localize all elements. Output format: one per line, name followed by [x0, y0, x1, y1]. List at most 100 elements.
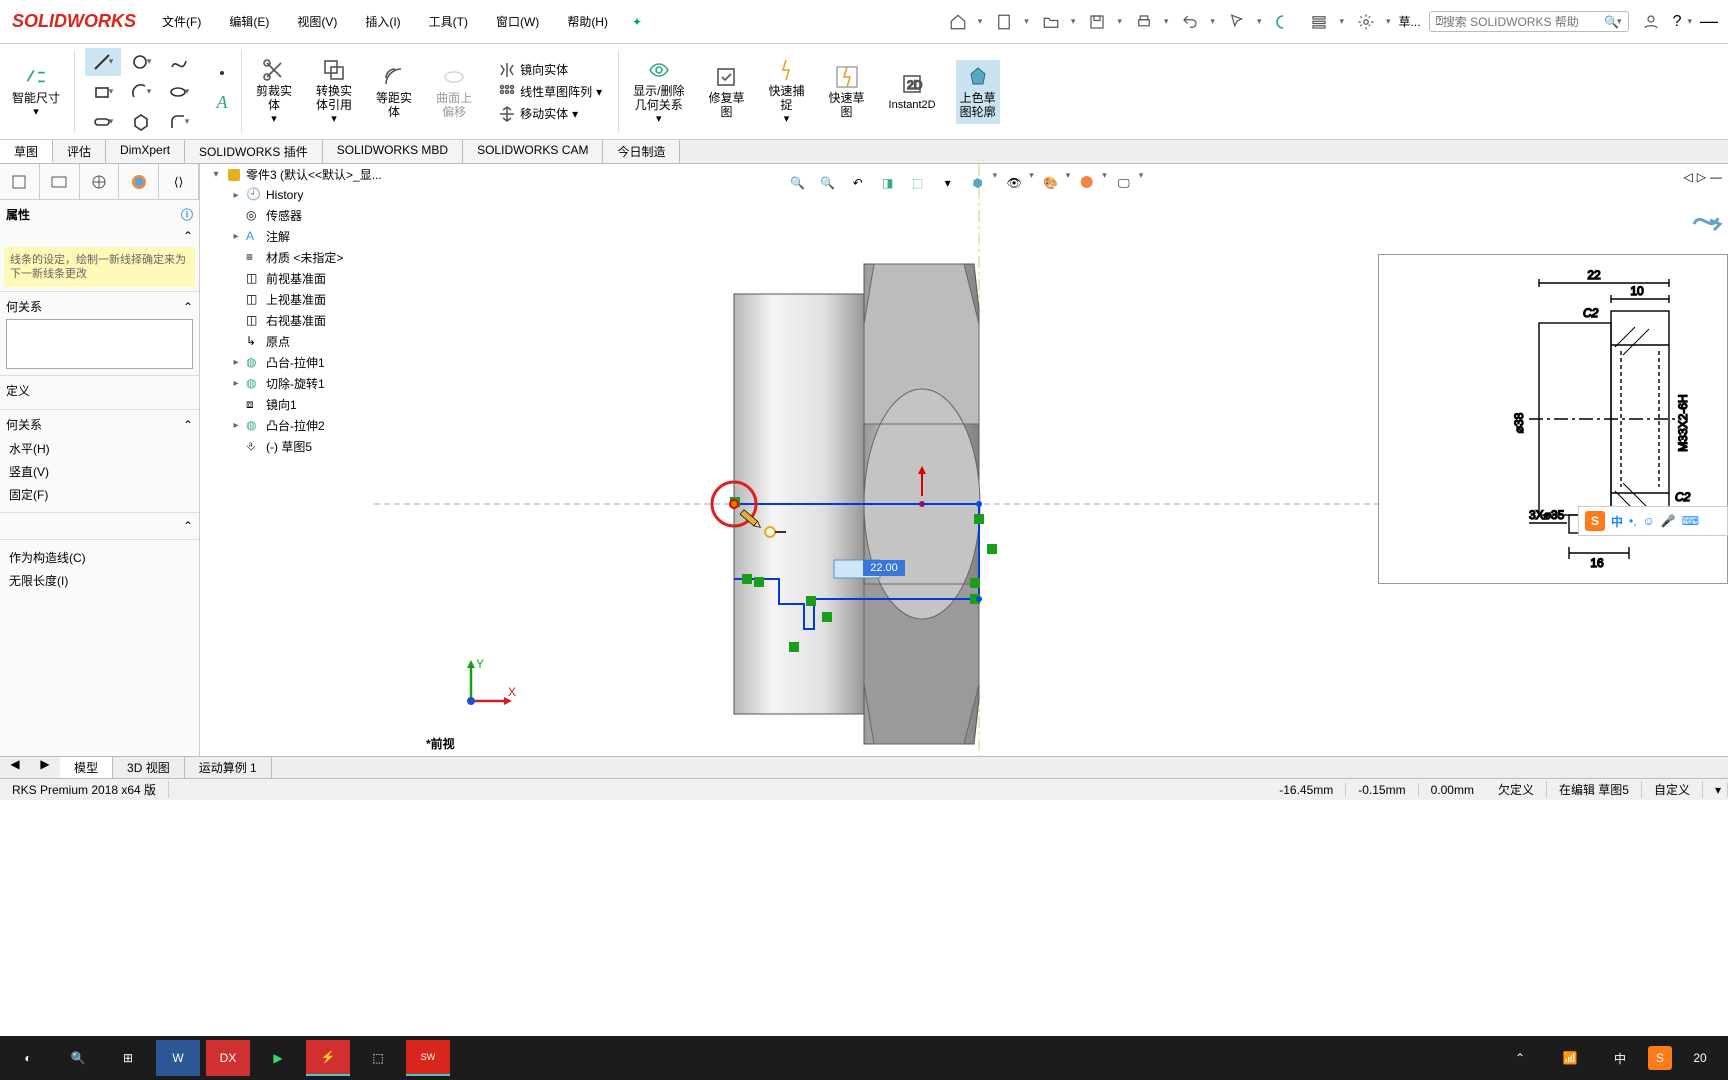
tray-sogou[interactable]: S: [1648, 1046, 1672, 1070]
ime-emoji-icon[interactable]: ☺: [1643, 514, 1655, 528]
status-custom[interactable]: 自定义: [1642, 781, 1703, 798]
task-solidworks[interactable]: SW: [406, 1040, 450, 1076]
user-icon[interactable]: [1637, 8, 1665, 36]
menu-insert[interactable]: 插入(I): [351, 0, 414, 43]
smart-dim-button[interactable]: 智能尺寸▾: [8, 60, 64, 123]
quick-sketch-button[interactable]: 快速草图: [825, 60, 869, 124]
menu-window[interactable]: 窗口(W): [482, 0, 553, 43]
zoom-area-icon[interactable]: 🔍: [815, 170, 841, 196]
ellipse-tool[interactable]: ▾: [161, 78, 197, 106]
view-orient-icon[interactable]: ⬚: [905, 170, 931, 196]
apply-scene-icon[interactable]: [1074, 170, 1100, 196]
show-relations-button[interactable]: 显示/删除几何关系▾: [629, 53, 688, 130]
help-search[interactable]: ⍰ 🔍▾: [1429, 11, 1629, 32]
task-app1[interactable]: ⚡: [306, 1040, 350, 1076]
move-button[interactable]: 移动实体 ▾: [492, 103, 584, 125]
menu-view[interactable]: 视图(V): [283, 0, 351, 43]
spline-tool[interactable]: [161, 48, 197, 76]
select-icon[interactable]: [1223, 8, 1251, 36]
offset-button[interactable]: 等距实体: [372, 60, 416, 124]
options-icon[interactable]: [1305, 8, 1333, 36]
slot-tool[interactable]: ▾: [85, 108, 121, 136]
ime-lang[interactable]: 中: [1611, 513, 1623, 530]
tray-time[interactable]: 20: [1678, 1040, 1722, 1076]
view-settings-icon[interactable]: 🖵: [1111, 170, 1137, 196]
opt-construction[interactable]: 作为构造线(C): [6, 546, 193, 569]
rail-tab-feature[interactable]: [0, 164, 40, 199]
hide-show-icon[interactable]: 👁: [1001, 170, 1027, 196]
rail-tab-config[interactable]: [80, 164, 120, 199]
edit-appearance-icon[interactable]: 🎨: [1038, 170, 1064, 196]
quick-snap-button[interactable]: 快速捕捉▾: [764, 53, 808, 130]
mirror-button[interactable]: 镜向实体: [492, 59, 574, 81]
tab-evaluate[interactable]: 评估: [53, 140, 106, 163]
circle-tool[interactable]: ▾: [123, 48, 159, 76]
btab-next[interactable]: ▶: [30, 757, 60, 778]
polygon-tool[interactable]: [123, 108, 159, 136]
help-q[interactable]: ?: [1673, 13, 1682, 31]
tree-front-plane[interactable]: ◫前视基准面: [226, 268, 436, 289]
ime-mic-icon[interactable]: 🎤: [1661, 514, 1676, 528]
view-triad[interactable]: Y X: [456, 656, 516, 716]
tree-material[interactable]: ≡材质 <未指定>: [226, 247, 436, 268]
tree-sensors[interactable]: ◎传感器: [226, 205, 436, 226]
rebuild-icon[interactable]: [1269, 8, 1297, 36]
home-icon[interactable]: [944, 8, 972, 36]
instant2d-button[interactable]: 2D Instant2D: [885, 67, 940, 116]
task-word[interactable]: W: [156, 1040, 200, 1076]
tree-annotations[interactable]: ▸A注解: [226, 226, 436, 247]
tree-extrude2[interactable]: ▸◍凸台-拉伸2: [226, 415, 436, 436]
open-icon[interactable]: [1037, 8, 1065, 36]
save-icon[interactable]: [1083, 8, 1111, 36]
exit-sketch-icon[interactable]: [1688, 204, 1724, 243]
tab-addins[interactable]: SOLIDWORKS 插件: [185, 140, 323, 163]
btab-prev[interactable]: ◀: [0, 757, 30, 778]
menu-help[interactable]: 帮助(H): [553, 0, 622, 43]
relations-list[interactable]: [6, 319, 193, 369]
point-tool[interactable]: [213, 64, 231, 92]
ime-bar[interactable]: S 中 •, ☺ 🎤 ⌨: [1578, 506, 1728, 536]
print-icon[interactable]: [1130, 8, 1158, 36]
prev-view-icon[interactable]: ↶: [845, 170, 871, 196]
tree-top-plane[interactable]: ◫上视基准面: [226, 289, 436, 310]
tab-cam[interactable]: SOLIDWORKS CAM: [463, 140, 603, 163]
tree-history[interactable]: ▸🕘History: [226, 185, 436, 205]
tab-dimxpert[interactable]: DimXpert: [106, 140, 185, 163]
dimension-input[interactable]: 22.00: [863, 560, 905, 576]
tree-right-plane[interactable]: ◫右视基准面: [226, 310, 436, 331]
tree-extrude1[interactable]: ▸◍凸台-拉伸1: [226, 352, 436, 373]
convert-button[interactable]: 转换实体引用▾: [312, 53, 356, 130]
menu-file[interactable]: 文件(F): [148, 0, 215, 43]
task-dx[interactable]: DX: [206, 1040, 250, 1076]
btab-model[interactable]: 模型: [60, 757, 113, 778]
section-view-icon[interactable]: ◨: [875, 170, 901, 196]
ai-spark-icon[interactable]: ✦: [632, 15, 642, 29]
menu-edit[interactable]: 编辑(E): [215, 0, 283, 43]
fillet-tool[interactable]: ▾: [161, 108, 197, 136]
opt-fixed[interactable]: 固定(F): [6, 483, 193, 506]
trim-button[interactable]: 剪裁实体▾: [252, 53, 296, 130]
settings-icon[interactable]: [1352, 8, 1380, 36]
display-style-icon[interactable]: ▾: [935, 170, 961, 196]
ime-punct[interactable]: •,: [1629, 514, 1637, 528]
line-tool[interactable]: ▾: [85, 48, 121, 76]
opt-vertical[interactable]: 竖直(V): [6, 460, 193, 483]
tab-mfg[interactable]: 今日制造: [603, 140, 680, 163]
minimize-icon[interactable]: —: [1700, 11, 1718, 32]
tab-sketch[interactable]: 草图: [0, 140, 53, 163]
panel-min-icon[interactable]: —: [1710, 170, 1722, 184]
rail-tab-appearance[interactable]: [119, 164, 159, 199]
surface-offset-button[interactable]: 曲面上偏移: [432, 60, 476, 124]
help-search-input[interactable]: [1443, 15, 1604, 29]
tree-root[interactable]: ▾零件3 (默认<<默认>_显...: [206, 164, 436, 185]
panel-next-icon[interactable]: ▷: [1697, 170, 1706, 184]
tray-ime[interactable]: 中: [1598, 1040, 1642, 1076]
btab-motion[interactable]: 运动算例 1: [185, 757, 272, 778]
tray-up-icon[interactable]: ⌃: [1498, 1040, 1542, 1076]
tray-wifi-icon[interactable]: 📶: [1548, 1040, 1592, 1076]
opt-infinite[interactable]: 无限长度(I): [6, 569, 193, 592]
task-taskview[interactable]: ⊞: [106, 1040, 150, 1076]
task-search[interactable]: 🔍: [56, 1040, 100, 1076]
arc-tool[interactable]: ▾: [123, 78, 159, 106]
panel-prev-icon[interactable]: ◁: [1684, 170, 1693, 184]
